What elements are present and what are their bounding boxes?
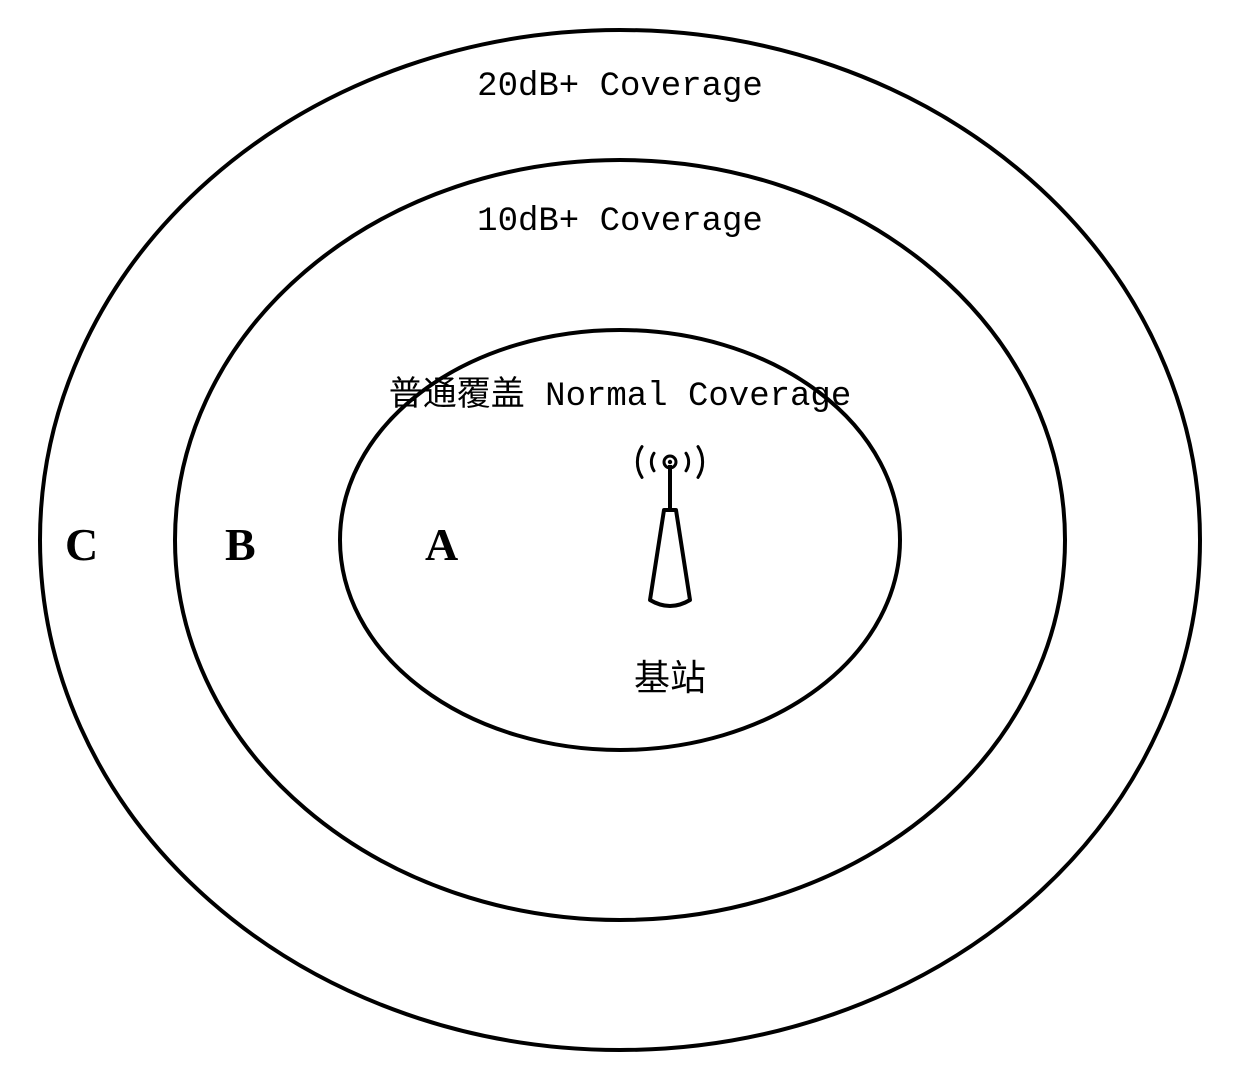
label-10db: 10dB+ Coverage (477, 203, 763, 241)
ring-outer (40, 30, 1200, 1050)
label-normal: 普通覆盖 Normal Coverage (389, 375, 851, 416)
zone-b: B (225, 519, 256, 570)
label-20db: 20dB+ Coverage (477, 68, 763, 106)
ring-middle (175, 160, 1065, 920)
zone-a: A (425, 519, 458, 570)
base-station-label: 基站 (634, 658, 706, 698)
base-station-icon (637, 447, 702, 606)
coverage-diagram: 20dB+ Coverage 10dB+ Coverage 普通覆盖 Norma… (0, 0, 1240, 1084)
zone-c: C (65, 519, 98, 570)
